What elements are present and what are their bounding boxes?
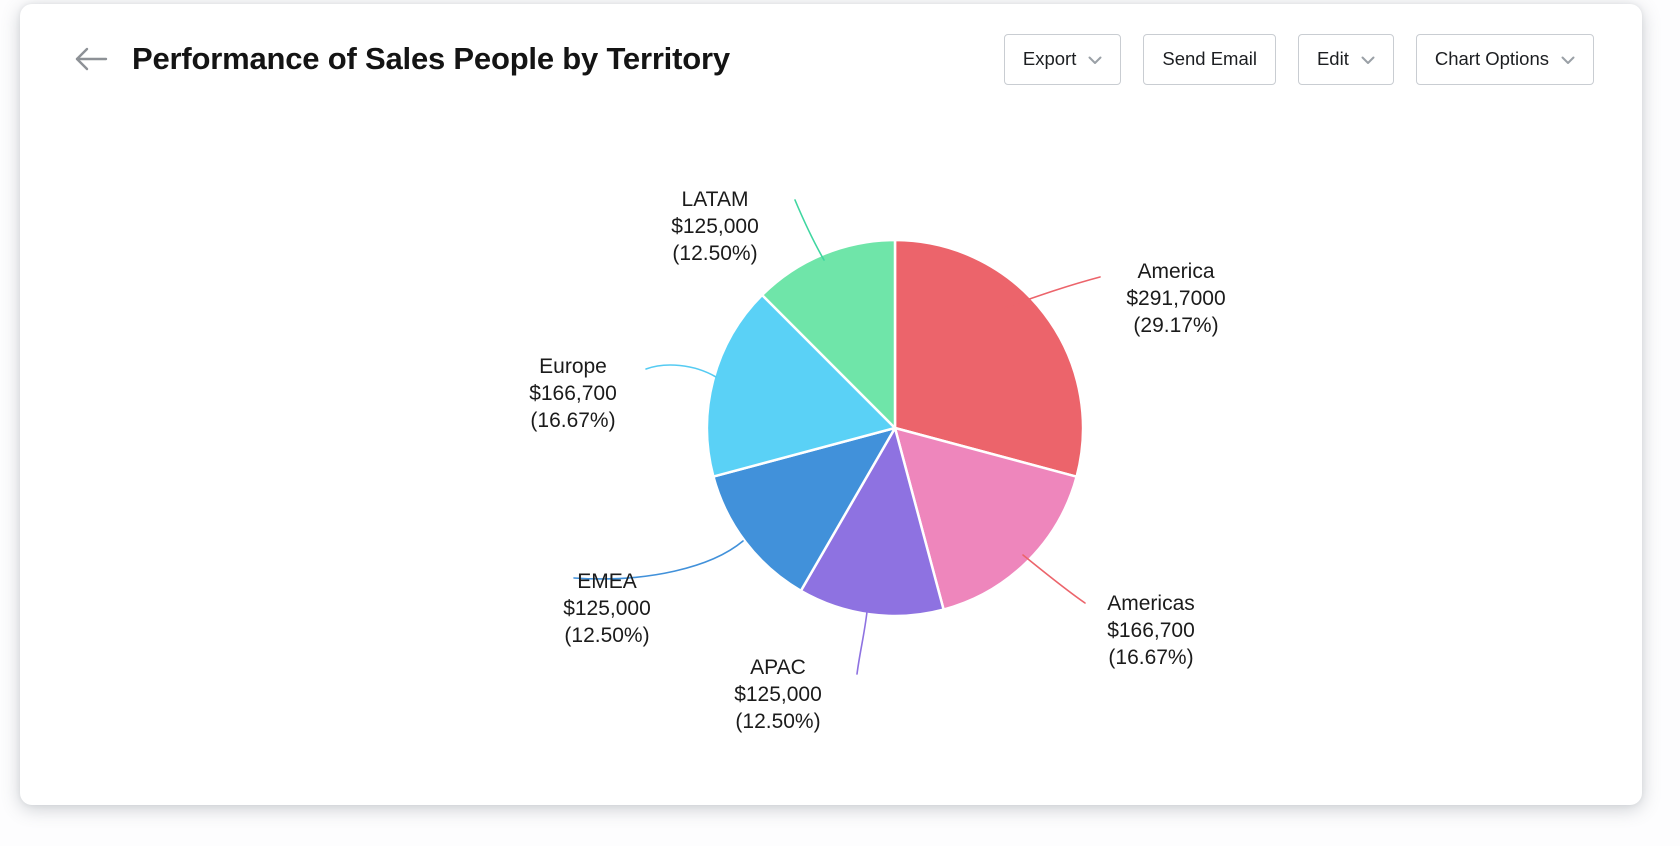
chevron-down-icon [1561, 48, 1575, 70]
slice-label-percent: (12.50%) [564, 624, 650, 647]
slice-label-americas: Americas $166,700 (16.67%) [1107, 590, 1195, 671]
slice-label-value: $291,7000 [1126, 287, 1226, 310]
header-actions: Export Send Email Edit Chart Options [1003, 33, 1594, 85]
pie-slice-apac[interactable] [799, 426, 945, 618]
send-email-button-label: Send Email [1162, 48, 1257, 69]
slice-label-percent: (12.50%) [735, 710, 821, 733]
edit-button[interactable]: Edit [1297, 33, 1394, 85]
slice-label-name: Americas [1107, 592, 1195, 615]
slice-label-europe: Europe $166,700 (16.67%) [529, 353, 617, 434]
send-email-button[interactable]: Send Email [1143, 33, 1276, 85]
slice-label-emea: EMEA $125,000 (12.50%) [563, 568, 651, 649]
export-button-label: Export [1022, 48, 1077, 69]
slice-label-value: $166,700 [1107, 619, 1195, 642]
slice-label-percent: (16.67%) [1108, 646, 1194, 669]
edit-button-label: Edit [1316, 48, 1349, 69]
pie-slice-europe[interactable] [705, 293, 897, 478]
slice-label-name: APAC [750, 656, 806, 679]
slice-label-percent: (16.67%) [530, 409, 616, 432]
pie-slice-america[interactable] [893, 238, 1085, 478]
slice-label-latam: LATAM $125,000 (12.50%) [671, 186, 759, 267]
slice-label-percent: (12.50%) [672, 242, 758, 265]
header-bar: Performance of Sales People by Territory… [20, 4, 1642, 114]
pie-slice-emea[interactable] [712, 426, 897, 593]
back-button[interactable] [72, 45, 108, 73]
chevron-down-icon [1361, 48, 1375, 70]
chevron-down-icon [1088, 48, 1102, 70]
slice-label-apac: APAC $125,000 (12.50%) [734, 654, 822, 735]
slice-label-name: LATAM [681, 188, 749, 211]
slice-label-name: America [1137, 260, 1215, 283]
slice-label-value: $166,700 [529, 382, 617, 405]
back-arrow-icon [72, 46, 108, 72]
export-button[interactable]: Export [1003, 33, 1122, 85]
slice-label-percent: (29.17%) [1133, 314, 1219, 337]
slice-label-value: $125,000 [671, 215, 759, 238]
slice-label-value: $125,000 [734, 683, 822, 706]
chart-options-button[interactable]: Chart Options [1415, 33, 1594, 85]
page-title: Performance of Sales People by Territory [132, 41, 730, 76]
slice-label-name: Europe [539, 355, 607, 378]
slice-label-value: $125,000 [563, 597, 651, 620]
chart-options-button-label: Chart Options [1434, 48, 1549, 69]
slice-label-name: EMEA [577, 570, 637, 593]
slice-label-america: America $291,7000 (29.17%) [1126, 258, 1225, 339]
